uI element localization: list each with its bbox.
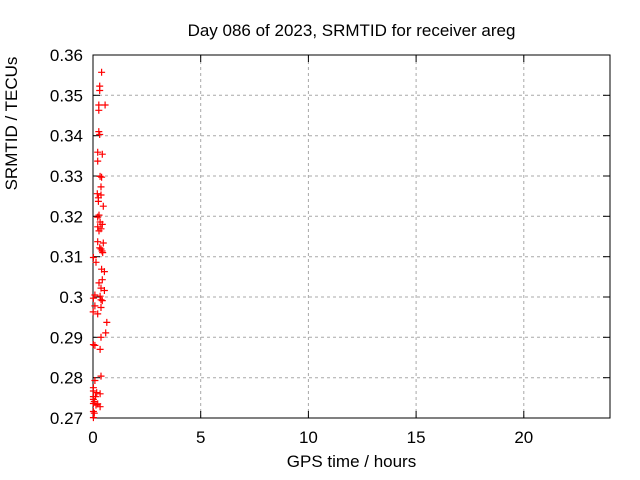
data-point <box>94 238 102 246</box>
y-tick-label: 0.3 <box>59 288 83 307</box>
x-tick-label: 15 <box>407 428 426 447</box>
data-point <box>100 268 108 276</box>
data-point <box>96 345 104 353</box>
data-point <box>96 131 104 138</box>
x-tick-label: 10 <box>299 428 318 447</box>
data-point <box>91 341 99 349</box>
data-point <box>97 183 105 191</box>
data-point <box>96 87 104 94</box>
data-point <box>89 414 97 422</box>
y-tick-label: 0.33 <box>50 167 83 186</box>
x-tick-label: 20 <box>514 428 533 447</box>
data-point <box>102 329 110 337</box>
data-point <box>97 304 105 311</box>
data-point <box>93 389 101 397</box>
data-point <box>94 148 102 156</box>
data-point <box>99 202 107 210</box>
data-point <box>89 294 97 302</box>
data-point <box>98 150 106 158</box>
y-tick-label: 0.28 <box>50 369 83 388</box>
y-tick-label: 0.29 <box>50 328 83 347</box>
data-point <box>98 247 106 255</box>
data-point <box>96 292 104 300</box>
data-point <box>94 197 102 205</box>
data-point <box>96 390 104 398</box>
data-point <box>98 297 106 305</box>
data-point <box>97 372 105 380</box>
x-axis-label: GPS time / hours <box>286 452 417 471</box>
data-point <box>101 101 109 109</box>
chart-title: Day 086 of 2023, SRMTID for receiver are… <box>187 21 516 40</box>
x-tick-label: 0 <box>88 428 97 447</box>
data-point <box>89 408 97 415</box>
data-point <box>92 258 100 266</box>
data-point <box>91 377 99 384</box>
data-point <box>94 400 102 408</box>
data-point <box>103 318 111 326</box>
data-point <box>94 213 102 221</box>
data-point <box>97 296 105 304</box>
data-point <box>94 157 102 165</box>
data-point <box>90 409 98 417</box>
x-tick-label: 5 <box>196 428 205 447</box>
data-point <box>99 239 107 247</box>
y-tick-label: 0.27 <box>50 409 83 428</box>
data-point <box>92 401 100 409</box>
data-point <box>99 249 107 257</box>
data-point <box>93 190 101 198</box>
data-point <box>95 279 103 287</box>
data-point <box>94 310 102 318</box>
data-point <box>100 287 108 294</box>
y-tick-label: 0.31 <box>50 248 83 267</box>
data-point <box>89 254 97 261</box>
plot-border <box>92 54 611 419</box>
data-point <box>98 220 106 228</box>
y-tick-label: 0.36 <box>50 46 83 65</box>
data-point <box>95 227 103 235</box>
y-tick-label: 0.34 <box>50 127 83 146</box>
data-point <box>91 291 99 299</box>
data-point <box>91 302 99 310</box>
data-point <box>98 68 106 76</box>
y-axis-label: SRMTID / TECUs <box>2 56 21 191</box>
data-point <box>89 308 97 316</box>
y-tick-label: 0.32 <box>50 207 83 226</box>
data-point <box>96 172 104 180</box>
data-point <box>98 173 106 181</box>
y-tick-label: 0.35 <box>50 86 83 105</box>
data-point <box>89 341 97 349</box>
data-point <box>98 276 106 284</box>
data-point <box>97 333 105 341</box>
data-point <box>95 106 103 114</box>
